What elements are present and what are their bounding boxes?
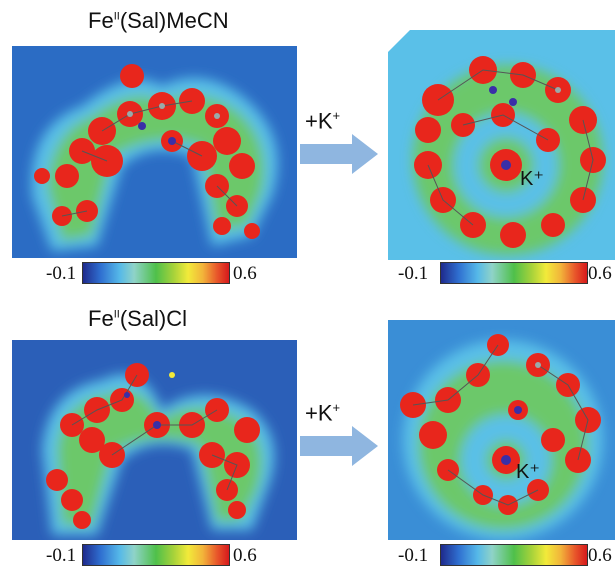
arrow-label-superscript: +	[332, 108, 341, 123]
density-map-top-left	[12, 46, 297, 258]
density-map-top-right: K⁺	[388, 30, 615, 260]
colorbar-top-left	[82, 262, 230, 284]
potassium-ion-label: K⁺	[516, 461, 540, 483]
right-arrow-icon	[300, 426, 378, 466]
panel-title-bottom-left: FeII(Sal)Cl	[88, 306, 187, 332]
arrow-label-text: +K	[305, 400, 333, 426]
title-base: Fe	[88, 8, 114, 33]
title-base: Fe	[88, 306, 114, 331]
colorbar-bottom-right	[440, 544, 588, 566]
title-superscript: II	[113, 308, 120, 321]
arrow-label-bottom: +K+	[305, 400, 340, 426]
colorbar-top-right	[440, 262, 588, 284]
density-map-bottom-right: K⁺	[388, 320, 615, 540]
colorbar-max-label: 0.6	[233, 545, 257, 566]
arrow-label-superscript: +	[332, 400, 341, 415]
colorbar-min-label: -0.1	[398, 263, 429, 284]
density-map-bottom-left	[12, 340, 297, 540]
title-superscript: II	[113, 10, 120, 23]
colorbar-max-label: 0.6	[588, 545, 612, 566]
colorbar-bottom-left	[82, 544, 230, 566]
arrow-label-top: +K+	[305, 108, 340, 134]
potassium-ion-label: K⁺	[520, 168, 544, 190]
arrow-label-text: +K	[305, 108, 333, 134]
colorbar-max-label: 0.6	[588, 263, 612, 284]
colorbar-min-label: -0.1	[398, 545, 429, 566]
panel-title-top-left: FeII(Sal)MeCN	[88, 8, 229, 34]
title-rest: (Sal)Cl	[119, 306, 188, 331]
colorbar-min-label: -0.1	[46, 545, 77, 566]
colorbar-max-label: 0.6	[233, 263, 257, 284]
title-rest: (Sal)MeCN	[119, 8, 229, 33]
colorbar-min-label: -0.1	[46, 263, 77, 284]
right-arrow-icon	[300, 134, 378, 174]
